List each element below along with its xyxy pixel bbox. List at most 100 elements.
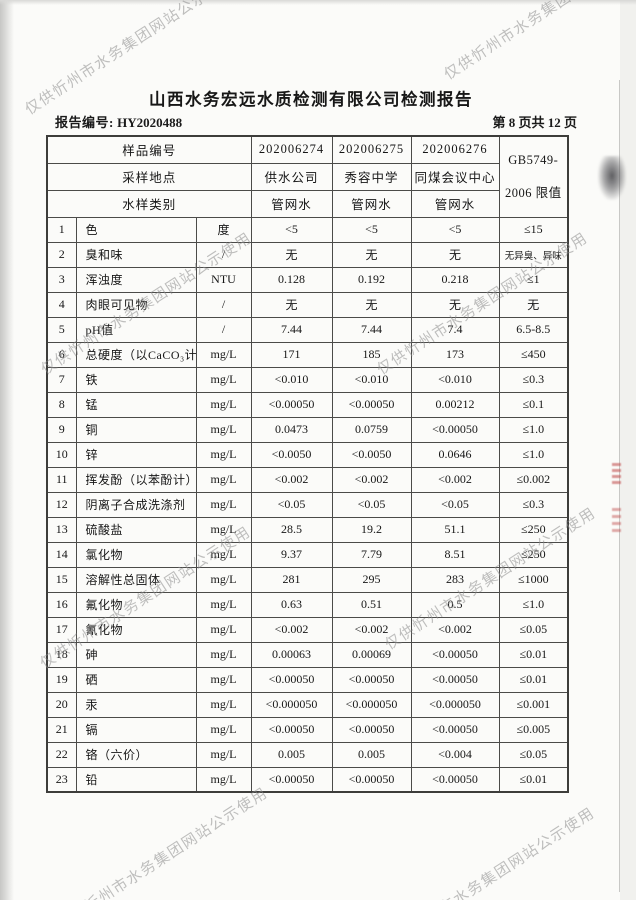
table-body: 1 色 度 <5 <5 <5 ≤15 2 臭和味 / 无 无 无 无异臭、异味 … [46,216,569,793]
row-index-cell: 22 [46,741,77,768]
param-name-cell: 汞 [75,691,197,718]
header-water-type-3: 管网水 [410,189,500,218]
unit-cell: 度 [195,216,252,243]
value-cell-sample2: <0.05 [331,491,412,518]
limit-cell: ≤0.05 [498,741,569,768]
value-cell-sample3: 173 [410,341,500,368]
unit-cell: mg/L [195,416,252,443]
ink-smudge [598,156,626,200]
unit-cell: mg/L [195,641,252,668]
standard-line1: GB5749- [508,153,559,168]
unit-cell: / [195,241,252,268]
unit-cell: mg/L [195,591,252,618]
limit-cell: ≤1.0 [498,416,569,443]
value-cell-sample1: <0.00050 [250,391,333,418]
header-row-sample-no: 样品编号 202006274 202006275 202006276 GB574… [46,135,569,218]
row-index-cell: 20 [46,691,77,718]
param-name-cell: pH值 [75,316,197,343]
value-cell-sample1: <0.010 [250,366,333,393]
value-cell-sample3: <0.002 [410,466,500,493]
page-indicator: 第 8 页共 12 页 [492,115,577,130]
value-cell-sample3: <0.00050 [410,666,500,693]
unit-cell: mg/L [195,766,252,793]
value-cell-sample1: 281 [250,566,333,593]
value-cell-sample3: 无 [410,291,500,318]
unit-cell: mg/L [195,666,252,693]
value-cell-sample2: 295 [331,566,412,593]
value-cell-sample3: <0.05 [410,491,500,518]
param-name-cell: 挥发酚（以苯酚计） [75,466,197,493]
limit-cell: ≤0.3 [498,366,569,393]
value-cell-sample2: <5 [331,216,412,243]
row-index-cell: 12 [46,491,77,518]
table-row: 15 溶解性总固体 mg/L 281 295 283 ≤1000 [46,566,569,593]
param-name-cell: 色 [75,216,197,243]
table-row: 16 氟化物 mg/L 0.63 0.51 0.5 ≤1.0 [46,591,569,618]
limit-cell: ≤0.01 [498,641,569,668]
report-number-value: HY2020488 [117,115,183,130]
value-cell-sample3: <0.00050 [410,641,500,668]
header-sample-id-2: 202006275 [331,135,412,164]
value-cell-sample2: <0.000050 [331,691,412,718]
value-cell-sample2: 无 [331,241,412,268]
table-header: 样品编号 202006274 202006275 202006276 GB574… [46,135,569,218]
limit-cell: ≤250 [498,541,569,568]
value-cell-sample3: 283 [410,566,500,593]
report-number-label: 报告编号: [55,115,114,130]
row-index-cell: 15 [46,566,77,593]
limit-cell: ≤0.002 [498,466,569,493]
table-row: 21 镉 mg/L <0.00050 <0.00050 <0.00050 ≤0.… [46,716,569,743]
page-title: 山西水务宏远水质检测有限公司检测报告 [149,90,473,109]
row-index-cell: 3 [46,266,77,293]
value-cell-sample1: <0.00050 [250,666,333,693]
value-cell-sample2: <0.00050 [331,391,412,418]
row-index-cell: 9 [46,416,77,443]
header-location-2: 秀容中学 [331,162,412,191]
header-location-1: 供水公司 [250,162,333,191]
row-index-cell: 7 [46,366,77,393]
table-row: 6 总硬度（以CaCO₃计） mg/L 171 185 173 ≤450 [46,341,569,368]
limit-cell: ≤1 [498,266,569,293]
limit-cell: ≤0.05 [498,616,569,643]
header-sample-id-3: 202006276 [410,135,500,164]
limit-cell: ≤250 [498,516,569,543]
header-row-location: 采样地点 供水公司 秀容中学 同煤会议中心 [46,162,568,191]
unit-cell: mg/L [195,541,252,568]
value-cell-sample2: 0.00069 [331,641,412,668]
value-cell-sample1: <0.00050 [250,766,333,793]
param-name-cell: 镉 [75,716,197,743]
unit-cell: / [195,316,252,343]
value-cell-sample2: <0.00050 [331,666,412,693]
table-row: 17 氰化物 mg/L <0.002 <0.002 <0.002 ≤0.05 [46,616,569,643]
table-row: 9 铜 mg/L 0.0473 0.0759 <0.00050 ≤1.0 [46,416,569,443]
value-cell-sample1: 无 [250,291,333,318]
value-cell-sample2: <0.00050 [331,766,412,793]
header-water-type-1: 管网水 [250,189,333,218]
param-name-cell: 铁 [75,366,197,393]
header-row-water-type: 水样类别 管网水 管网水 管网水 [46,189,568,218]
limit-cell: ≤0.3 [498,491,569,518]
limit-cell: ≤0.005 [498,716,569,743]
unit-cell: mg/L [195,516,252,543]
header-standard-limit: GB5749- 2006 限值 [498,135,569,218]
table-row: 12 阴离子合成洗涤剂 mg/L <0.05 <0.05 <0.05 ≤0.3 [46,491,569,518]
param-name-cell: 氟化物 [75,591,197,618]
table-row: 11 挥发酚（以苯酚计） mg/L <0.002 <0.002 <0.002 ≤… [46,466,569,493]
header-location-3: 同煤会议中心 [410,162,500,191]
param-name-cell: 氯化物 [75,541,197,568]
table-row: 10 锌 mg/L <0.0050 <0.0050 0.0646 ≤1.0 [46,441,569,468]
param-name-cell: 阴离子合成洗涤剂 [75,491,197,518]
unit-cell: mg/L [195,691,252,718]
table-row: 7 铁 mg/L <0.010 <0.010 <0.010 ≤0.3 [46,366,569,393]
limit-cell: ≤15 [498,216,569,243]
limit-cell: 无异臭、异味 [498,241,569,268]
row-index-cell: 1 [46,216,77,243]
row-index-cell: 10 [46,441,77,468]
param-name-cell: 铬（六价） [75,741,197,768]
header-sample-no-label: 样品编号 [46,135,252,164]
limit-cell: 6.5-8.5 [498,316,569,343]
limit-cell: ≤1.0 [498,591,569,618]
value-cell-sample1: <0.002 [250,616,333,643]
table-row: 22 铬（六价） mg/L 0.005 0.005 <0.004 ≤0.05 [46,741,569,768]
header-water-type-2: 管网水 [331,189,412,218]
